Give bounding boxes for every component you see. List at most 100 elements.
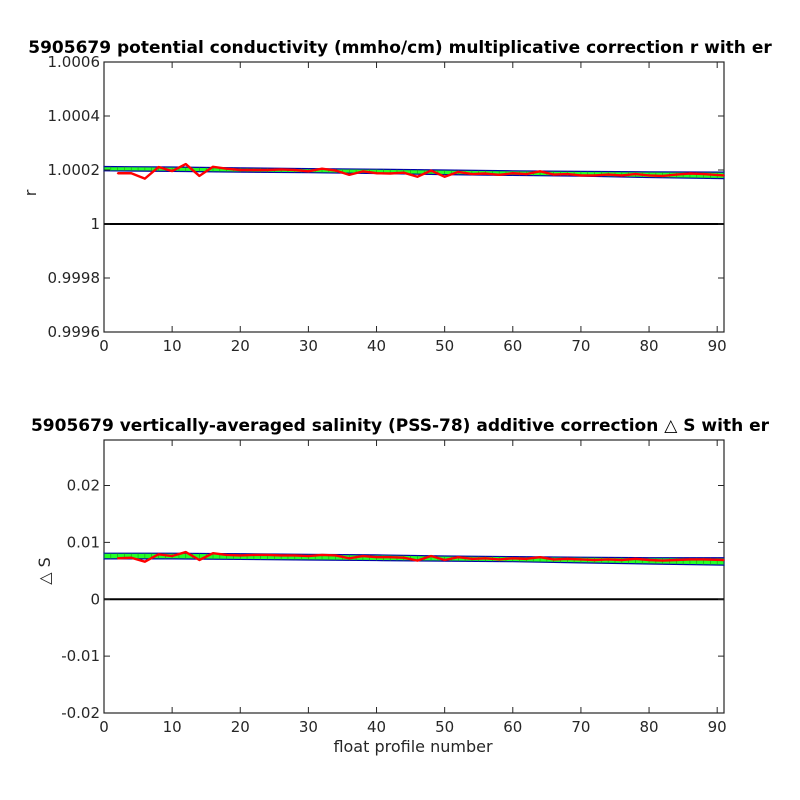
top-data-point [511,172,514,175]
bottom-data-point [266,554,269,556]
bottom-data-point [593,559,596,561]
bottom-data-point [471,558,473,560]
top-x-tick-label: 60 [503,337,522,355]
bottom-data-point [702,558,705,561]
bottom-data-point [198,559,201,561]
bottom-y-tick-label: 0 [90,590,100,608]
top-x-tick-label: 70 [571,337,590,355]
top-data-point [648,174,650,177]
bottom-chart-xlabel: float profile number [333,737,493,756]
bottom-x-tick-label: 90 [708,718,727,736]
top-data-point [723,174,725,177]
bottom-data-point [348,557,351,560]
bottom-data-point [498,558,500,561]
bottom-data-point [293,554,296,557]
top-data-point [389,172,391,175]
bottom-data-point [144,560,146,563]
top-x-tick-label: 40 [367,337,386,355]
bottom-x-tick-label: 50 [435,718,454,736]
bottom-data-point [334,554,337,557]
top-data-point [116,172,119,175]
top-chart-plot: 0 10 20 30 40 50 60 70 80 90 0.9996 0.9998 1 1.0002 1.… [48,53,727,355]
bottom-data-point [457,556,460,558]
bottom-data-point [443,559,446,561]
top-x-tick-label: 10 [163,337,182,355]
bottom-data-point [130,556,133,559]
bottom-y-tick-label: 0.01 [67,533,100,551]
top-axes-frame [103,61,725,333]
top-data-point [157,166,160,168]
top-data-point [566,173,569,175]
top-data-point [539,170,541,173]
bottom-x-tick-label: 40 [367,718,386,736]
top-x-tick-label: 20 [231,337,250,355]
bottom-x-tick-label: 10 [163,718,182,736]
top-data-point [430,169,432,172]
top-data-point [498,174,500,176]
bottom-data-point [212,552,214,554]
bottom-x-tick-label: 0 [99,718,109,736]
bottom-y-tick-label: -0.01 [61,647,100,665]
top-data-point [552,173,555,176]
bottom-data-point [307,555,310,557]
top-data-point [212,165,214,168]
bottom-data-point [389,556,391,558]
top-data-point [621,174,623,177]
bottom-x-tick-label: 70 [571,718,590,736]
bottom-data-point [661,559,664,562]
bottom-data-point [239,554,242,557]
top-data-point [362,170,364,173]
top-y-tick-label: 1.0002 [48,161,101,179]
bottom-data-point [511,557,514,560]
bottom-data-point [430,555,432,557]
top-y-tick-label: 0.9996 [48,323,101,341]
bottom-data-point [225,554,228,556]
top-data-point [225,167,228,170]
bottom-y-tick-label: 0.02 [67,477,100,495]
top-data-point [198,175,201,177]
top-y-tick-label: 1.0006 [48,53,101,71]
top-data-point [661,175,664,177]
top-chart-title: 5905679 potential conductivity (mmho/cm)… [28,38,772,58]
top-data-point [253,169,255,171]
top-x-tick-label: 50 [435,337,454,355]
top-data-point [580,174,582,177]
top-data-point [525,173,528,175]
top-data-point [266,169,269,171]
top-data-point [457,171,460,173]
top-data-point [607,173,609,176]
bottom-data-point [171,555,173,557]
top-data-point [484,172,487,175]
bottom-data-point [253,554,255,556]
top-data-point [634,173,637,175]
bottom-x-tick-label: 80 [640,718,659,736]
bottom-data-point [184,551,187,553]
bottom-data-point [280,554,282,557]
bottom-data-point [634,558,637,560]
bottom-data-point [402,556,405,559]
top-data-point [471,173,473,175]
bottom-data-point [116,557,119,560]
bottom-data-point [375,556,378,558]
bottom-chart-plot: 0 10 20 30 40 50 60 70 80 90 -0.02 -0.01 0 0.01 0.02 [61,439,727,736]
bottom-data-point [157,553,160,556]
top-data-point [130,172,133,175]
top-data-point [375,172,378,175]
bottom-data-point [321,554,323,556]
top-data-point [443,175,446,178]
top-data-point [307,170,310,173]
top-x-tick-label: 0 [99,337,109,355]
top-data-point [702,173,705,175]
bottom-data-point [607,558,609,561]
top-y-tick-label: 1.0004 [48,107,101,125]
bottom-data-point [675,559,678,561]
bottom-data-point [566,558,569,560]
bottom-data-point [580,558,582,561]
top-x-tick-label: 80 [640,337,659,355]
bottom-chart-ylabel: △ S [35,557,54,585]
top-data-point [416,175,419,178]
top-x-tick-label: 90 [708,337,727,355]
bottom-data-point [539,556,541,558]
top-y-tick-label: 0.9998 [48,269,101,287]
bottom-data-point [723,559,725,561]
